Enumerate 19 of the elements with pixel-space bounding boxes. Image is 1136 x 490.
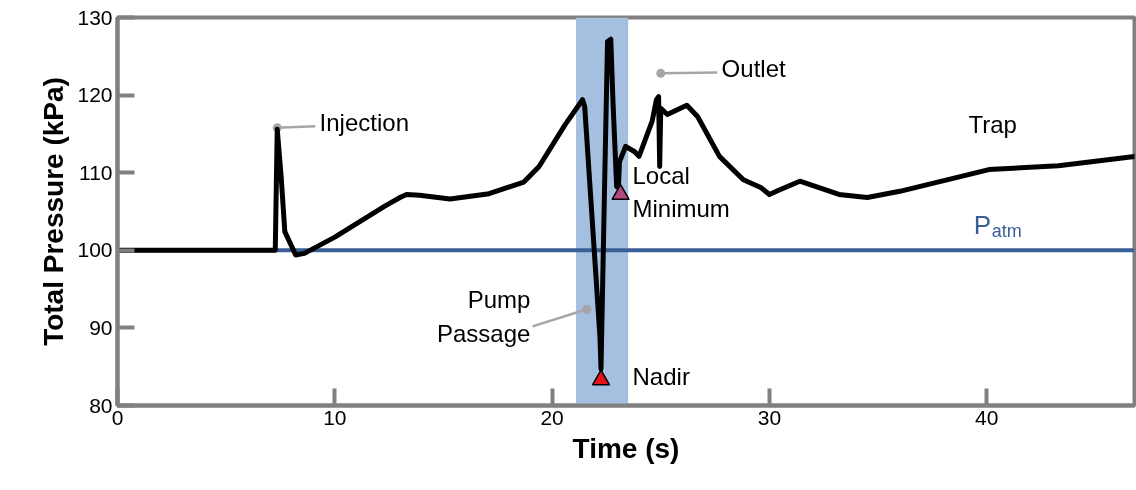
series-label: Local Minimum bbox=[632, 161, 730, 223]
y-tick-label: 130 bbox=[77, 5, 113, 29]
y-tick-label: 80 bbox=[89, 393, 113, 417]
y-tick-label: 90 bbox=[89, 315, 113, 339]
annotation: Trap bbox=[968, 110, 1017, 138]
x-tick-label: 40 bbox=[975, 405, 999, 429]
y-tick-label: 120 bbox=[77, 83, 113, 107]
annotation: Pump Passage bbox=[436, 285, 531, 347]
y-axis-title: Total Pressure (kPa) bbox=[38, 77, 70, 346]
y-tick-label: 110 bbox=[79, 160, 113, 184]
x-tick-label: 10 bbox=[323, 405, 347, 429]
series-label: Nadir bbox=[632, 362, 690, 390]
x-axis-title: Time (s) bbox=[572, 432, 680, 464]
x-tick-label: 0 bbox=[111, 405, 124, 429]
annotation: Outlet bbox=[721, 55, 786, 83]
y-tick-label: 100 bbox=[77, 238, 113, 262]
x-tick-label: 30 bbox=[757, 405, 782, 429]
annotation: Injection bbox=[319, 108, 409, 136]
x-tick-label: 20 bbox=[540, 405, 564, 429]
